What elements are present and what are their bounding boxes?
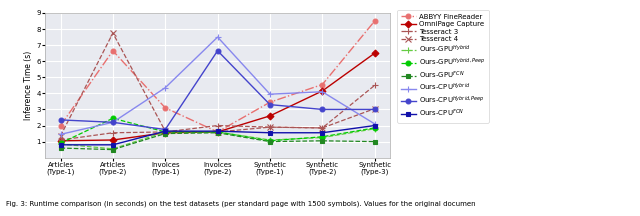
- OmniPage Capture: [161, 132, 169, 134]
- Ours-CPU$^{Hybrid}$: [57, 133, 65, 136]
- Ours-GPU$^{Hybrid}$: [266, 139, 274, 141]
- ABBYY FineReader: [214, 131, 221, 133]
- Ours-CPU$^{Hybrid, Peep}$: [109, 121, 116, 124]
- Ours-CPU$^{Hybrid}$: [109, 121, 116, 124]
- Ours-GPU$^{FCN}$: [266, 140, 274, 143]
- ABBYY FineReader: [109, 49, 116, 52]
- Ours-GPU$^{Hybrid, Peep}$: [214, 131, 221, 133]
- OmniPage Capture: [214, 131, 221, 133]
- Tesseract 4: [371, 107, 378, 110]
- Y-axis label: Inference Time (s): Inference Time (s): [24, 51, 33, 120]
- Ours-GPU$^{Hybrid, Peep}$: [109, 117, 116, 120]
- OmniPage Capture: [319, 90, 326, 92]
- Ours-CPU$^{Hybrid}$: [319, 91, 326, 93]
- Ours-GPU$^{Hybrid}$: [161, 131, 169, 133]
- Tesseract 3: [214, 124, 221, 127]
- Line: Ours-GPU$^{FCN}$: Ours-GPU$^{FCN}$: [58, 131, 377, 152]
- Ours-GPU$^{FCN}$: [109, 148, 116, 151]
- Ours-GPU$^{FCN}$: [371, 140, 378, 143]
- Ours-CPU$^{Hybrid, Peep}$: [214, 49, 221, 52]
- Ours-GPU$^{Hybrid}$: [371, 127, 378, 130]
- Tesseract 4: [319, 127, 326, 129]
- ABBYY FineReader: [319, 83, 326, 86]
- OmniPage Capture: [57, 140, 65, 142]
- Ours-CPU$^{Hybrid, Peep}$: [319, 108, 326, 111]
- Tesseract 4: [161, 130, 169, 132]
- Line: Tesseract 3: Tesseract 3: [58, 83, 378, 143]
- Ours-CPU$^{Hybrid, Peep}$: [266, 103, 274, 106]
- Tesseract 3: [266, 126, 274, 129]
- Tesseract 4: [214, 131, 221, 133]
- Ours-CPU$^{Hybrid}$: [371, 123, 378, 125]
- Tesseract 4: [57, 135, 65, 137]
- OmniPage Capture: [371, 52, 378, 54]
- Ours-GPU$^{FCN}$: [214, 132, 221, 134]
- ABBYY FineReader: [371, 20, 378, 22]
- Line: Ours-CPU$^{FCN}$: Ours-CPU$^{FCN}$: [58, 123, 377, 147]
- Legend: ABBYY FineReader, OmniPage Capture, Tesseract 3, Tesseract 4, Ours-GPU$^{Hybrid}: ABBYY FineReader, OmniPage Capture, Tess…: [397, 10, 489, 122]
- Ours-GPU$^{Hybrid, Peep}$: [319, 135, 326, 138]
- Ours-GPU$^{Hybrid}$: [319, 136, 326, 139]
- Tesseract 3: [161, 131, 169, 133]
- Ours-GPU$^{FCN}$: [161, 132, 169, 135]
- Ours-CPU$^{Hybrid, Peep}$: [161, 128, 169, 131]
- Ours-GPU$^{Hybrid, Peep}$: [371, 127, 378, 129]
- Ours-CPU$^{FCN}$: [319, 132, 326, 134]
- Ours-GPU$^{Hybrid}$: [57, 143, 65, 145]
- Tesseract 3: [371, 84, 378, 87]
- Ours-CPU$^{FCN}$: [214, 130, 221, 132]
- Ours-CPU$^{Hybrid}$: [266, 93, 274, 95]
- ABBYY FineReader: [57, 124, 65, 127]
- Ours-CPU$^{FCN}$: [109, 143, 116, 146]
- Ours-GPU$^{Hybrid, Peep}$: [57, 142, 65, 145]
- Line: Ours-GPU$^{Hybrid}$: Ours-GPU$^{Hybrid}$: [58, 126, 378, 152]
- Ours-CPU$^{FCN}$: [57, 143, 65, 146]
- Tesseract 3: [57, 139, 65, 141]
- Ours-GPU$^{Hybrid}$: [109, 148, 116, 150]
- Ours-CPU$^{Hybrid, Peep}$: [371, 108, 378, 111]
- ABBYY FineReader: [266, 101, 274, 103]
- Ours-CPU$^{Hybrid, Peep}$: [57, 119, 65, 121]
- Line: Ours-CPU$^{Hybrid, Peep}$: Ours-CPU$^{Hybrid, Peep}$: [58, 48, 377, 132]
- Ours-GPU$^{FCN}$: [57, 147, 65, 149]
- Line: Ours-CPU$^{Hybrid}$: Ours-CPU$^{Hybrid}$: [58, 34, 378, 137]
- Ours-GPU$^{FCN}$: [319, 140, 326, 142]
- Ours-GPU$^{Hybrid, Peep}$: [161, 131, 169, 133]
- Ours-CPU$^{FCN}$: [266, 132, 274, 134]
- Ours-CPU$^{FCN}$: [161, 130, 169, 132]
- Ours-CPU$^{FCN}$: [371, 124, 378, 127]
- OmniPage Capture: [266, 114, 274, 117]
- Line: ABBYY FineReader: ABBYY FineReader: [58, 19, 377, 134]
- Tesseract 3: [109, 132, 116, 134]
- Line: OmniPage Capture: OmniPage Capture: [58, 51, 377, 143]
- ABBYY FineReader: [161, 106, 169, 109]
- OmniPage Capture: [109, 139, 116, 141]
- Line: Tesseract 4: Tesseract 4: [58, 30, 378, 139]
- Tesseract 4: [109, 32, 116, 34]
- Line: Ours-GPU$^{Hybrid, Peep}$: Ours-GPU$^{Hybrid, Peep}$: [58, 116, 377, 146]
- Ours-GPU$^{Hybrid, Peep}$: [266, 140, 274, 142]
- Tesseract 3: [319, 127, 326, 129]
- Text: Fig. 3: Runtime comparison (in seconds) on the test datasets (per standard page : Fig. 3: Runtime comparison (in seconds) …: [6, 201, 476, 207]
- Ours-CPU$^{Hybrid}$: [214, 36, 221, 38]
- Ours-GPU$^{Hybrid}$: [214, 131, 221, 133]
- Ours-CPU$^{Hybrid}$: [161, 86, 169, 89]
- Tesseract 4: [266, 126, 274, 129]
